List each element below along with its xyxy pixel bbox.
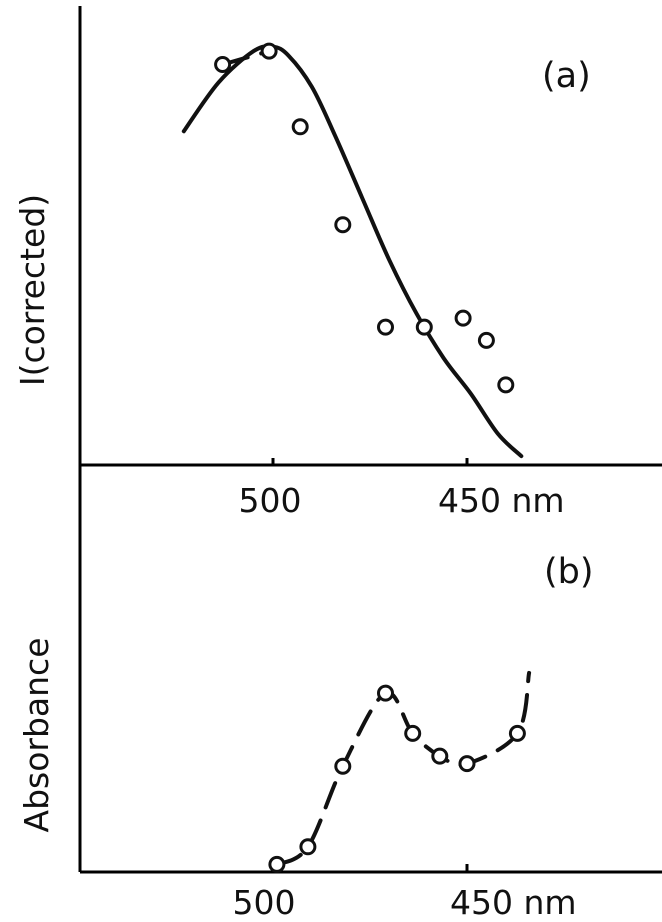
panel-b-data-point <box>377 684 394 702</box>
panel-a-data-point <box>415 318 433 336</box>
panel-b-series <box>268 670 532 873</box>
panel-b-data-point <box>334 757 352 775</box>
panel-a-curve <box>181 44 524 459</box>
panel-b-data-point <box>458 755 476 773</box>
panel-a-y-axis-label: I(corrected) <box>13 194 52 386</box>
panel-b-y-axis-label: Absorbance <box>17 637 56 832</box>
panel-a-data-point <box>334 216 352 234</box>
panel-a-tick-label-500: 500 <box>239 481 302 520</box>
panel-a-label: (a) <box>542 56 591 96</box>
panel-a-data-point <box>377 318 394 336</box>
panel-a-data-point <box>291 118 309 136</box>
panel-a-series <box>181 42 524 459</box>
panel-b: (b) Absorbance 500 450 nm <box>17 465 662 922</box>
panel-a-data-point <box>260 42 278 60</box>
panel-b-label: (b) <box>544 552 594 592</box>
panel-b-dashed-line <box>274 670 532 867</box>
panel-a-data-point <box>477 331 495 349</box>
panel-b-data-point <box>404 724 422 742</box>
panel-b-data-point <box>299 838 317 856</box>
panel-a-data-point <box>497 376 515 394</box>
panel-a: (a) I(corrected) 500 450 nm <box>13 6 662 520</box>
panel-a-tick-label-450: 450 nm <box>438 481 565 520</box>
panel-b-data-point <box>431 747 449 765</box>
panel-b-tick-label-450: 450 nm <box>450 883 577 922</box>
panel-a-data-point <box>214 56 232 73</box>
panel-b-data-point <box>268 855 286 873</box>
panel-a-data-point <box>454 309 472 327</box>
panel-b-data-point <box>508 724 526 742</box>
panel-b-tick-label-500: 500 <box>233 883 296 922</box>
